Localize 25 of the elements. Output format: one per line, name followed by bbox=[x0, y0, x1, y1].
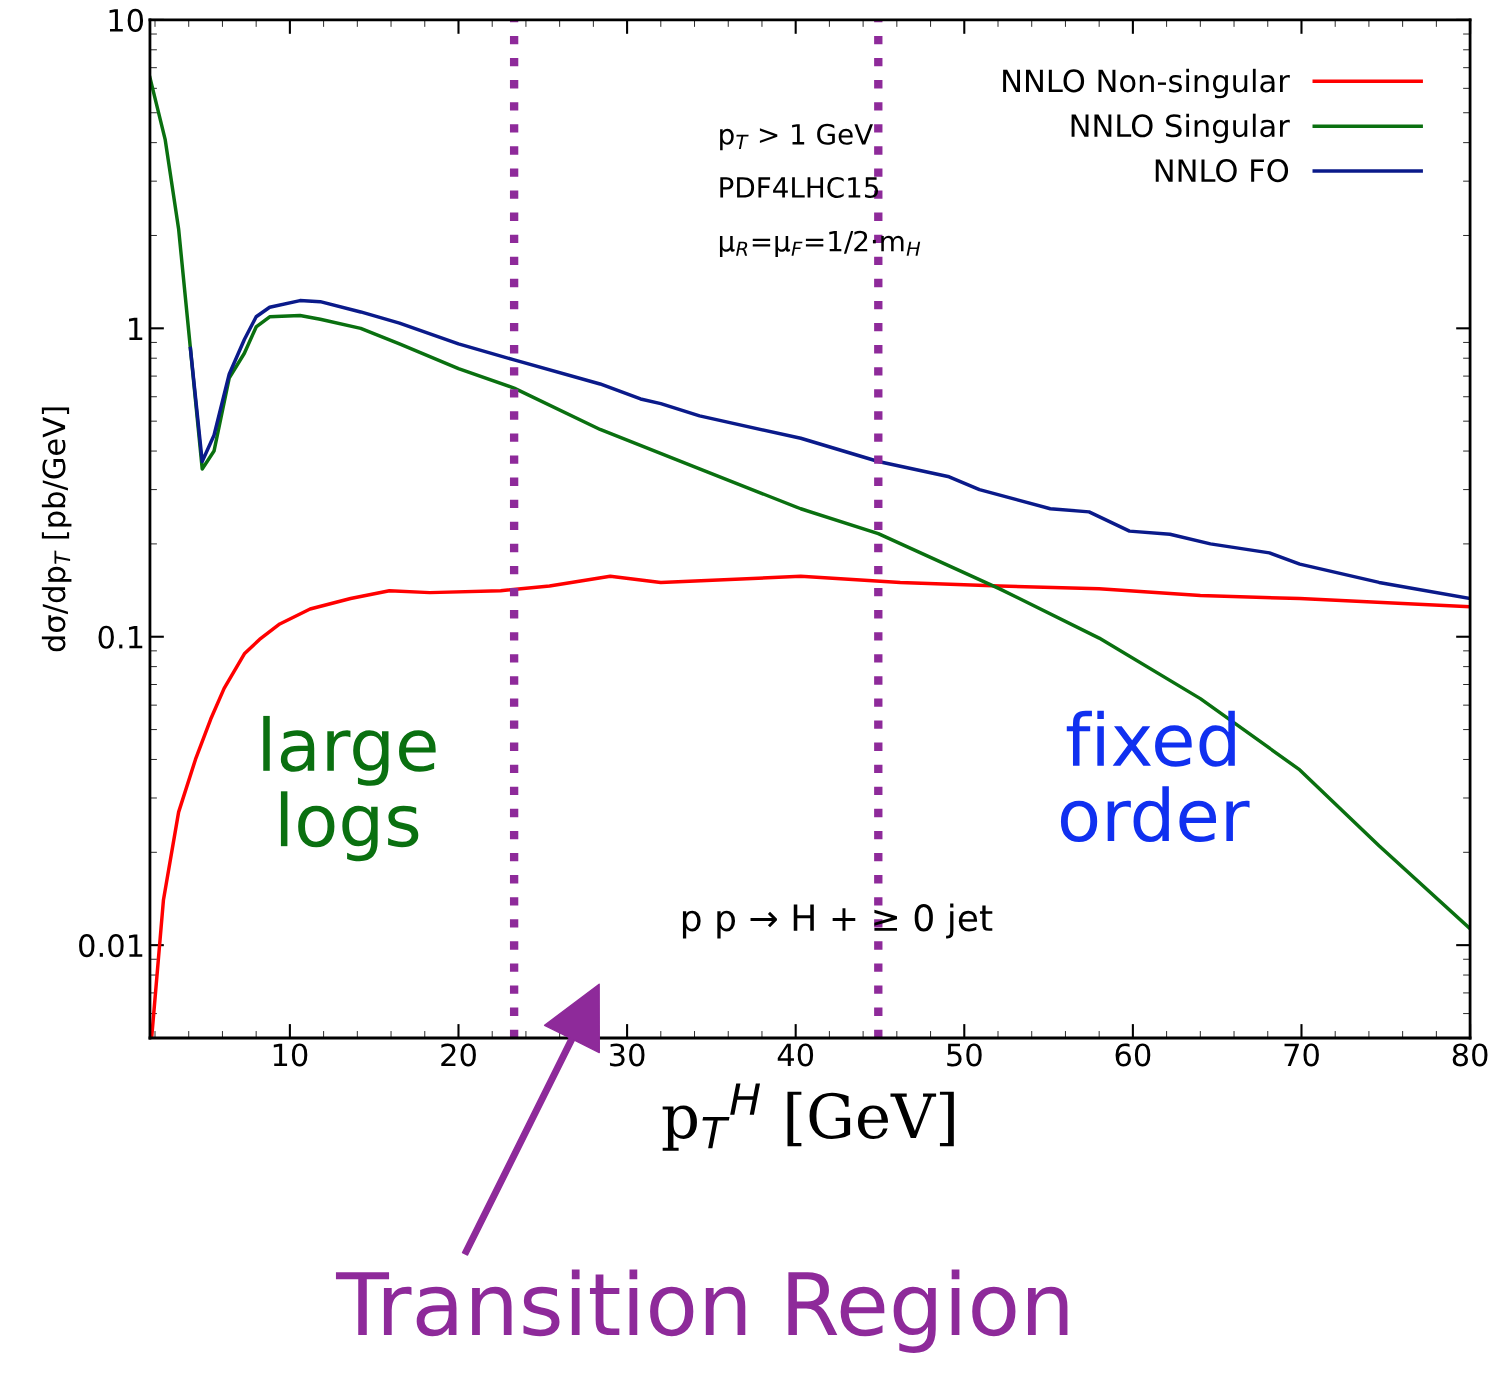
annotation: p$_{T}$ > 1 GeV bbox=[720, 123, 873, 151]
y-tick-label: 10 bbox=[109, 8, 144, 32]
y-tick-label: 0.01 bbox=[79, 934, 143, 958]
annotation: fixed order bbox=[1060, 710, 1250, 843]
x-tick-label: 80 bbox=[1452, 1043, 1488, 1067]
y-tick-label: 0.1 bbox=[98, 625, 143, 649]
x-tick-label: 40 bbox=[777, 1043, 814, 1067]
x-axis-title: p$_{T}$$^{H}$ [GeV] bbox=[662, 1083, 954, 1151]
annotation: p p → H + ≥ 0 jet bbox=[682, 903, 993, 939]
x-tick-label: 30 bbox=[609, 1043, 645, 1067]
x-tick-label: 60 bbox=[1115, 1043, 1151, 1067]
annotation: large logs bbox=[263, 715, 436, 862]
x-tick-label: 50 bbox=[947, 1043, 982, 1067]
legend-label: NNLO Non-singular bbox=[1003, 68, 1290, 99]
text: Transition Region bbox=[335, 1269, 1068, 1353]
x-tick-label: 10 bbox=[273, 1043, 308, 1067]
legend-label: NNLO Singular bbox=[1071, 113, 1290, 144]
annotation: PDF4LHC15 bbox=[720, 176, 879, 198]
y-tick-label: 1 bbox=[129, 317, 143, 340]
y-axis-title: dσ/dp$_{T}$ [pb/GeV] bbox=[41, 407, 72, 652]
legend-label: NNLO FO bbox=[1155, 159, 1289, 183]
x-tick-label: 70 bbox=[1284, 1043, 1319, 1067]
line-series bbox=[188, 298, 1471, 601]
x-tick-label: 20 bbox=[441, 1043, 476, 1067]
annotation: μ$_{R}$=μ$_{F}$=1/2·m$_{H}$ bbox=[719, 230, 921, 258]
